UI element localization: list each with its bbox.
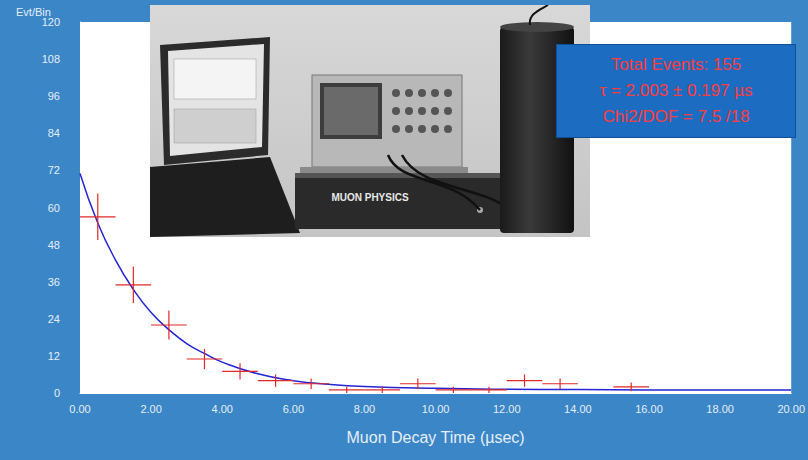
- svg-text:4.00: 4.00: [212, 403, 233, 415]
- svg-text:108: 108: [42, 53, 60, 65]
- svg-text:96: 96: [48, 90, 60, 102]
- svg-text:12.00: 12.00: [493, 403, 521, 415]
- svg-text:16.00: 16.00: [635, 403, 663, 415]
- svg-text:Muon Decay Time (µsec): Muon Decay Time (µsec): [347, 429, 525, 446]
- svg-text:12: 12: [48, 350, 60, 362]
- svg-text:2.00: 2.00: [140, 403, 161, 415]
- svg-text:120: 120: [42, 16, 60, 28]
- svg-text:Evt/Bin: Evt/Bin: [16, 5, 51, 18]
- svg-text:84: 84: [48, 127, 60, 139]
- svg-text:72: 72: [48, 164, 60, 176]
- html-text:Chi2/DOF = 7.5 /18: Chi2/DOF = 7.5 /18: [602, 107, 750, 126]
- svg-text:MUON PHYSICS: MUON PHYSICS: [331, 192, 409, 203]
- svg-text:18.00: 18.00: [706, 403, 734, 415]
- svg-text:10.00: 10.00: [422, 403, 450, 415]
- svg-text:20.00: 20.00: [777, 403, 805, 415]
- svg-text:24: 24: [48, 313, 60, 325]
- svg-text:48: 48: [48, 239, 60, 251]
- svg-text:8.00: 8.00: [354, 403, 375, 415]
- html-text:Total Events: 155: Total Events: 155: [610, 55, 742, 74]
- svg-text:36: 36: [48, 276, 60, 288]
- svg-text:14.00: 14.00: [564, 403, 592, 415]
- svg-text:0: 0: [54, 387, 60, 399]
- svg-text:0.00: 0.00: [69, 403, 90, 415]
- svg-text:60: 60: [48, 202, 60, 214]
- html-text:τ = 2.003 ± 0.197 µs: τ = 2.003 ± 0.197 µs: [599, 81, 753, 100]
- svg-text:6.00: 6.00: [283, 403, 304, 415]
